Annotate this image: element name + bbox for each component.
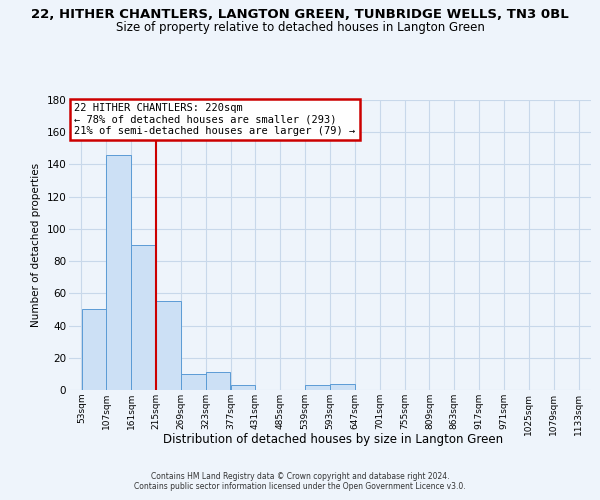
Text: Distribution of detached houses by size in Langton Green: Distribution of detached houses by size … [163,432,503,446]
Bar [230,385,256,390]
Bar [206,372,230,390]
Text: Contains HM Land Registry data © Crown copyright and database right 2024.: Contains HM Land Registry data © Crown c… [151,472,449,481]
Bar [131,245,156,390]
Text: Contains public sector information licensed under the Open Government Licence v3: Contains public sector information licen… [134,482,466,491]
Bar [156,302,181,390]
Bar [181,374,206,390]
Text: 22 HITHER CHANTLERS: 220sqm
← 78% of detached houses are smaller (293)
21% of se: 22 HITHER CHANTLERS: 220sqm ← 78% of det… [74,103,355,136]
Bar [330,384,355,390]
Bar [106,155,131,390]
Bar [82,310,106,390]
Text: Size of property relative to detached houses in Langton Green: Size of property relative to detached ho… [116,21,484,34]
Text: 22, HITHER CHANTLERS, LANGTON GREEN, TUNBRIDGE WELLS, TN3 0BL: 22, HITHER CHANTLERS, LANGTON GREEN, TUN… [31,8,569,20]
Bar [305,385,330,390]
Y-axis label: Number of detached properties: Number of detached properties [31,163,41,327]
